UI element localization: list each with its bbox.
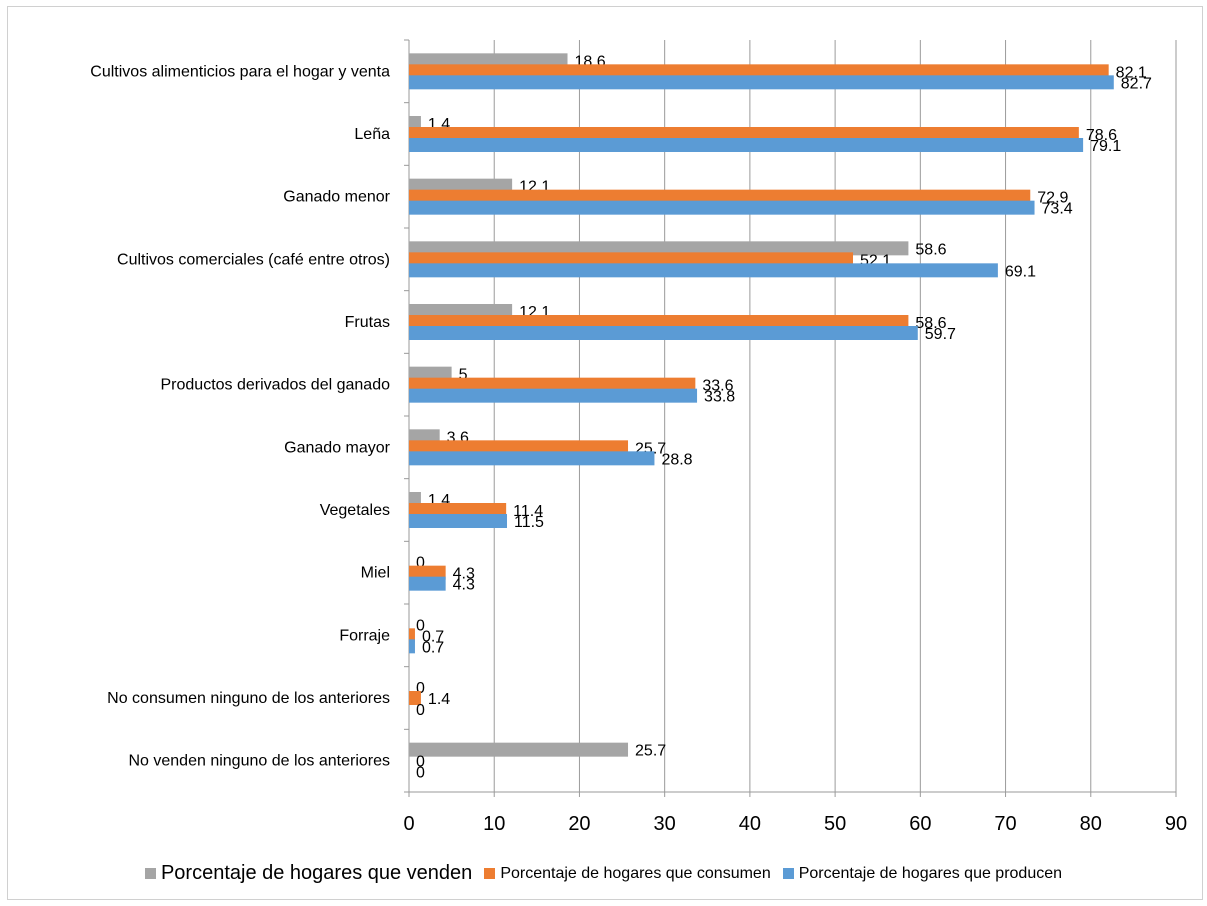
x-tick-label: 10 <box>483 813 505 835</box>
bar <box>409 492 421 506</box>
category-label: Forraje <box>339 627 390 644</box>
data-label: 69.1 <box>1005 263 1036 280</box>
category-label: Frutas <box>345 314 390 331</box>
bar <box>409 127 1079 141</box>
bar <box>409 377 696 392</box>
bar <box>409 200 1035 215</box>
data-label: 11.5 <box>514 514 544 531</box>
data-label: 82.7 <box>1121 75 1152 92</box>
data-label: 1.4 <box>428 691 450 708</box>
bar <box>409 252 854 267</box>
data-label: 0 <box>416 617 425 634</box>
bar <box>409 742 629 757</box>
legend-item: Porcentaje de hogares que producen <box>782 864 1063 883</box>
x-tick-label: 40 <box>739 813 761 835</box>
bar <box>409 53 568 68</box>
data-label: 78.6 <box>1086 127 1117 144</box>
data-label: 0.7 <box>422 628 444 645</box>
legend-label: Porcentaje de hogares que consumen <box>500 864 771 882</box>
bar <box>409 440 629 455</box>
legend-item: Porcentaje de hogares que consumen <box>484 864 771 883</box>
bar <box>409 116 421 130</box>
data-label: 58.6 <box>915 315 946 332</box>
x-tick-label: 70 <box>994 813 1016 835</box>
bar <box>409 451 655 466</box>
data-label: 5 <box>459 367 468 384</box>
x-tick-label: 50 <box>824 813 846 835</box>
data-label: 0 <box>416 765 425 782</box>
bar <box>409 628 415 643</box>
data-label: 72.9 <box>1037 190 1068 207</box>
category-label: Leña <box>354 126 390 143</box>
x-tick-label: 20 <box>568 813 590 835</box>
data-label: 58.6 <box>915 241 946 258</box>
legend: Porcentaje de hogares que venden Porcenta… <box>0 862 1207 885</box>
data-label: 33.6 <box>702 378 733 395</box>
bar <box>409 429 440 444</box>
bar <box>409 304 513 318</box>
x-tick-label: 60 <box>909 813 931 835</box>
bar <box>409 366 452 381</box>
data-label: 59.7 <box>925 326 956 343</box>
bar <box>409 326 918 340</box>
data-label: 4.3 <box>453 577 475 594</box>
bar <box>409 138 1084 152</box>
bar <box>409 241 909 256</box>
legend-swatch <box>782 868 794 879</box>
bar <box>409 64 1109 79</box>
bar <box>409 189 1031 204</box>
legend-swatch <box>144 868 156 879</box>
category-label: Vegetales <box>320 502 390 519</box>
category-label: Ganado mayor <box>284 439 391 456</box>
data-label: 4.3 <box>453 566 475 583</box>
data-label: 73.4 <box>1042 201 1073 218</box>
bar <box>409 691 421 705</box>
data-label: 0 <box>416 680 425 697</box>
x-tick-label: 90 <box>1165 813 1187 835</box>
data-label: 0 <box>416 702 425 719</box>
bar <box>409 565 446 580</box>
data-label: 0.7 <box>422 639 444 656</box>
x-tick-label: 80 <box>1080 813 1102 835</box>
legend-item: Porcentaje de hogares que venden <box>144 862 473 885</box>
bar <box>409 576 446 591</box>
x-tick-label: 30 <box>654 813 676 835</box>
data-label: 25.7 <box>635 743 666 760</box>
bar <box>409 178 513 193</box>
bar <box>409 388 698 403</box>
category-label: No venden ninguno de los anteriores <box>128 753 390 770</box>
bar <box>409 315 909 329</box>
category-label: Productos derivados del ganado <box>161 377 391 394</box>
category-label: Miel <box>361 565 390 582</box>
data-label: 11.4 <box>513 503 543 520</box>
data-label: 0 <box>416 555 425 572</box>
bar <box>409 639 415 654</box>
bar <box>409 263 998 278</box>
legend-label: Porcentaje de hogares que venden <box>160 862 473 884</box>
data-label: 79.1 <box>1090 138 1121 155</box>
data-label: 82.1 <box>1116 64 1147 81</box>
category-label: Cultivos alimenticios para el hogar y ve… <box>90 63 390 80</box>
category-label: Ganado menor <box>283 189 390 206</box>
data-label: 28.8 <box>661 451 692 468</box>
legend-swatch <box>484 868 496 879</box>
bar <box>409 75 1114 90</box>
x-tick-label: 0 <box>403 813 414 835</box>
data-label: 0 <box>416 754 425 771</box>
category-label: No consumen ninguno de los anteriores <box>107 690 390 707</box>
legend-label: Porcentaje de hogares que producen <box>798 864 1063 882</box>
bar <box>409 503 507 517</box>
data-label: 33.8 <box>704 389 735 406</box>
bar <box>409 514 508 528</box>
category-label: Cultivos comerciales (café entre otros) <box>117 251 390 268</box>
